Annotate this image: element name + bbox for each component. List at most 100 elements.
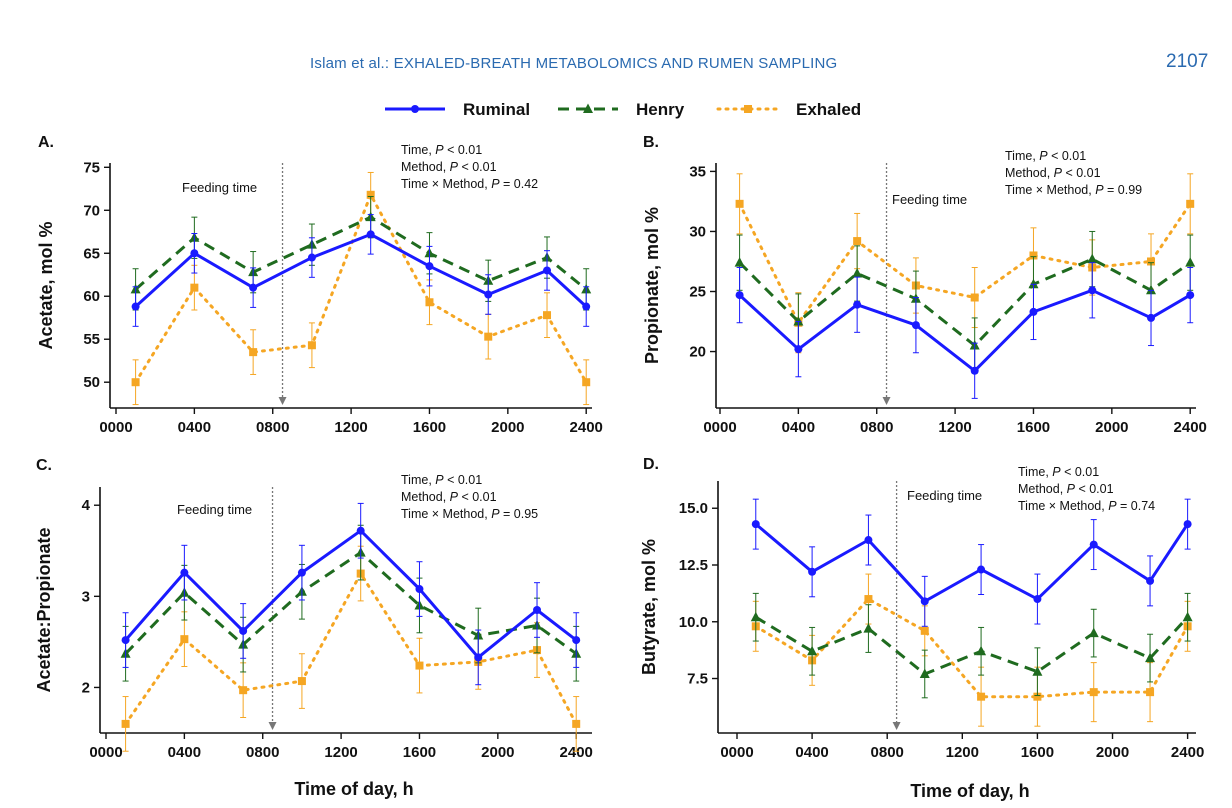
panel-a-series-exhaled	[131, 171, 591, 406]
panel-c-xtick-label: 0000	[89, 744, 122, 761]
panel-c-x-label: Time of day, h	[294, 779, 413, 799]
panel-a-ytick-label: 65	[83, 245, 100, 262]
panel-b-xtick-label: 2000	[1095, 419, 1128, 436]
panel-a-point-ruminal	[366, 230, 375, 239]
panel-b-xtick-label: 0400	[782, 419, 815, 436]
panel-a-point-ruminal	[307, 253, 316, 262]
panel-c-point-ruminal	[239, 626, 248, 635]
panel-c-point-exhaled	[297, 677, 306, 686]
panel-b-point-exhaled	[970, 293, 979, 302]
panel-c-stat-line: Time × Method, P = 0.95	[401, 507, 538, 521]
panel-d-point-exhaled	[864, 595, 873, 604]
panel-b-point-henry	[1146, 284, 1157, 295]
panel-a-xtick-label: 1600	[413, 419, 446, 436]
panel-d: D. 7.5 10.0 12.5 15.0 0000 0400 0800 1200 1600 200…	[639, 456, 1204, 801]
panel-c-point-ruminal	[474, 653, 483, 662]
panel-c-point-exhaled	[239, 686, 248, 695]
panel-b-point-ruminal	[970, 366, 979, 375]
panel-b-ytick-label: 35	[689, 163, 706, 180]
panel-c-point-exhaled	[415, 661, 424, 670]
panel-d-point-ruminal	[1146, 576, 1155, 585]
panel-a-ytick-label: 60	[83, 288, 100, 305]
panel-b-point-henry	[734, 257, 745, 267]
panel-c-point-exhaled	[121, 719, 130, 728]
panel-d-series-exhaled	[751, 573, 1192, 727]
panel-d-ytick-label: 15.0	[679, 500, 708, 517]
panel-c-stat-line: Time, P < 0.01	[401, 473, 482, 487]
panel-d-xtick-label: 0400	[795, 744, 828, 761]
panel-b-point-henry	[1028, 278, 1039, 289]
panel-c-series-ruminal	[121, 502, 581, 686]
panel-c-xtick-label: 2400	[560, 744, 593, 761]
panel-a-xtick-label: 0400	[178, 419, 211, 436]
panel-c-point-ruminal	[180, 568, 189, 577]
panel-c-line-henry	[124, 551, 578, 655]
panel-c-point-ruminal	[356, 526, 365, 535]
panel-d-series-ruminal	[751, 498, 1192, 627]
panel-a-point-exhaled	[366, 190, 375, 199]
panel-a-point-ruminal	[543, 266, 552, 275]
panel-a-point-ruminal	[425, 262, 434, 271]
panel-d-ytick-label: 10.0	[679, 614, 708, 631]
panel-b-point-ruminal	[1029, 307, 1038, 316]
panel-b-xtick-label: 1600	[1017, 419, 1050, 436]
panel-c-y-label: Acetate:Propionate	[34, 527, 54, 692]
panel-d-point-ruminal	[1089, 540, 1098, 549]
panel-a-xtick-label: 1200	[334, 419, 367, 436]
panel-d-point-henry	[919, 668, 930, 678]
panel-c: C. 2 3 4 0000 0400 0800 1200 1600 2000 2400 Acetate…	[34, 457, 593, 799]
panel-b-point-ruminal	[735, 291, 744, 300]
page-number: 2107	[1166, 51, 1209, 72]
panel-d-point-ruminal	[977, 565, 986, 574]
panel-a-ytick-label: 75	[83, 159, 100, 176]
panel-c-xtick-label: 1600	[403, 744, 436, 761]
panel-a-stat-line: Method, P < 0.01	[401, 160, 497, 174]
panel-b-ytick-label: 20	[689, 344, 706, 361]
panel-d-stat-line: Method, P < 0.01	[1018, 482, 1114, 496]
panel-a-stat-line: Time × Method, P = 0.42	[401, 177, 538, 191]
panel-b-point-ruminal	[1186, 291, 1195, 300]
panel-c-feeding-arrow	[268, 722, 277, 730]
panel-a-point-exhaled	[582, 378, 591, 387]
panel-c-xtick-label: 2000	[481, 744, 514, 761]
panel-a-point-exhaled	[484, 332, 493, 341]
panel-d-point-henry	[1032, 666, 1043, 676]
panel-a-ytick-label: 50	[83, 374, 100, 391]
panel-a-ytick-label: 70	[83, 202, 100, 219]
panel-a-line-ruminal	[134, 232, 588, 308]
panel-b-point-ruminal	[794, 345, 803, 354]
panel-a-point-exhaled	[307, 341, 316, 350]
panel-a-point-exhaled	[543, 311, 552, 320]
panel-d-point-ruminal	[920, 597, 929, 606]
legend-label-henry: Henry	[636, 100, 685, 119]
panel-c-stat-line: Method, P < 0.01	[401, 490, 497, 504]
panel-d-point-exhaled	[1089, 688, 1098, 697]
panel-a-point-ruminal	[484, 290, 493, 299]
panel-b-point-exhaled	[1186, 199, 1195, 208]
panel-a-point-ruminal	[249, 283, 258, 292]
panel-d-y-label: Butyrate, mol %	[639, 539, 659, 675]
panel-d-xtick-label: 2000	[1096, 744, 1129, 761]
panel-d-ytick-label: 7.5	[687, 671, 708, 688]
panel-b-point-henry	[852, 267, 863, 278]
panel-c-point-ruminal	[572, 636, 581, 645]
panel-a-point-exhaled	[425, 298, 434, 307]
panel-c-point-exhaled	[572, 719, 581, 728]
panel-a-point-ruminal	[190, 249, 199, 258]
panel-b-point-exhaled	[1147, 257, 1156, 266]
panel-a-xtick-label: 0800	[256, 419, 289, 436]
panel-d-feeding-label: Feeding time	[907, 488, 982, 503]
panel-a-feeding-arrow	[278, 397, 287, 405]
panel-c-point-ruminal	[297, 568, 306, 577]
panel-d-xtick-label: 2400	[1171, 744, 1204, 761]
panel-a-point-exhaled	[249, 348, 258, 357]
panel-b-ytick-label: 25	[689, 284, 706, 301]
panel-d-xtick-label: 0000	[720, 744, 753, 761]
panel-d-point-ruminal	[864, 536, 873, 545]
panel-a-point-ruminal	[582, 302, 591, 311]
panel-c-xtick-label: 0400	[168, 744, 201, 761]
panel-b-y-label: Propionate, mol %	[642, 207, 662, 364]
legend-marker-exhaled	[744, 105, 752, 113]
panel-a-point-exhaled	[131, 378, 140, 387]
